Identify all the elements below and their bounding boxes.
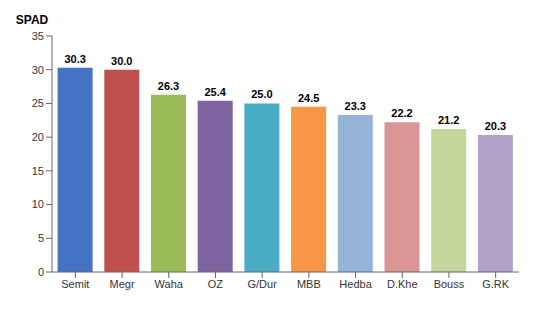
svg-text:Waha: Waha [155,278,184,290]
svg-text:30.0: 30.0 [111,55,132,67]
svg-text:30.3: 30.3 [64,53,85,65]
svg-text:0: 0 [38,266,44,278]
svg-text:20.3: 20.3 [485,120,506,132]
svg-text:OZ: OZ [208,278,224,290]
svg-text:26.3: 26.3 [158,80,179,92]
svg-text:25.0: 25.0 [251,88,272,100]
svg-text:MBB: MBB [297,278,321,290]
svg-text:Semit: Semit [61,278,89,290]
svg-text:35: 35 [32,30,44,42]
svg-text:10: 10 [32,198,44,210]
svg-text:G/Dur: G/Dur [247,278,277,290]
svg-text:25.4: 25.4 [204,86,226,98]
svg-text:25: 25 [32,97,44,109]
svg-text:Bouss: Bouss [434,278,465,290]
svg-text:SPAD: SPAD [16,13,49,27]
svg-text:Megr: Megr [110,278,135,290]
svg-text:20: 20 [32,131,44,143]
svg-text:22.2: 22.2 [391,107,412,119]
svg-text:30: 30 [32,64,44,76]
svg-text:24.5: 24.5 [298,92,319,104]
svg-text:21.2: 21.2 [438,114,459,126]
svg-text:5: 5 [38,232,44,244]
svg-text:D.Khe: D.Khe [387,278,418,290]
svg-text:23.3: 23.3 [345,100,366,112]
svg-text:G.RK: G.RK [482,278,510,290]
svg-text:15: 15 [32,165,44,177]
svg-text:Hedba: Hedba [339,278,372,290]
